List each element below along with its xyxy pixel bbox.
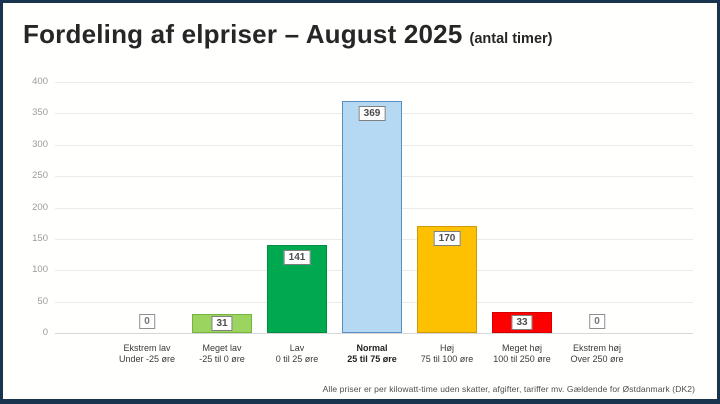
x-axis-category-name: Meget høj [501,343,543,353]
x-axis-category-label: Lav 0 til 25 øre [249,343,345,365]
bar-value-label: 369 [358,106,386,122]
x-axis-category-label: Meget lav -25 til 0 øre [174,343,270,365]
chart-header: Fordeling af elpriser – August 2025 (anta… [23,19,553,50]
y-axis-tick-label: 300 [32,138,48,150]
chart-subtitle: (antal timer) [469,31,553,47]
x-axis-category-name: Meget lav [202,343,242,353]
y-axis-tick-label: 50 [37,295,48,307]
x-axis-category-label: Ekstrem lav Under -25 øre [99,343,195,365]
x-axis-category-range: 0 til 25 øre [275,354,319,364]
chart-footnote: Alle priser er per kilowatt-time uden sk… [322,384,695,394]
gridline [55,82,693,83]
x-axis-category-label: Meget høj 100 til 250 øre [474,343,570,365]
bar-value-label: 0 [589,314,605,329]
bar-value-label: 170 [433,231,461,247]
x-axis-category-name: Ekstrem lav [123,343,171,353]
x-axis-category-range: 75 til 100 øre [420,354,474,364]
y-axis-tick-label: 350 [32,107,48,119]
y-axis-tick-label: 0 [42,327,48,338]
x-axis-category-label: Normal 25 til 75 øre [324,343,420,365]
bar-value-label: 141 [283,249,311,265]
chart-title: Fordeling af elpriser – August 2025 [23,19,463,49]
x-axis-category-name: Lav [289,343,305,353]
y-axis-tick-label: 200 [32,201,48,213]
x-axis-category-name: Ekstrem høj [572,343,621,353]
x-axis-category-range: 100 til 250 øre [493,354,551,364]
x-axis-category-range: Under -25 øre [118,354,176,364]
x-axis-category-range: Over 250 øre [570,354,624,364]
bar-value-label: 31 [211,315,233,331]
y-axis-tick-label: 250 [32,170,48,182]
y-axis-tick-label: 100 [32,264,48,276]
x-axis-category-range: -25 til 0 øre [199,354,245,364]
y-axis-tick-label: 150 [32,232,48,244]
x-axis-category-label: Høj 75 til 100 øre [399,343,495,365]
x-axis-category-range: 25 til 75 øre [347,354,397,364]
bar-value-label: 33 [511,315,533,331]
gridline [55,333,693,334]
x-axis-category-label: Ekstrem høj Over 250 øre [549,343,645,365]
y-axis-tick-label: 400 [32,76,48,87]
x-axis-category-name: Høj [440,343,454,353]
bar-normal [342,101,402,333]
x-axis-category-name: Normal [356,343,388,353]
bar-value-label: 0 [139,314,155,329]
